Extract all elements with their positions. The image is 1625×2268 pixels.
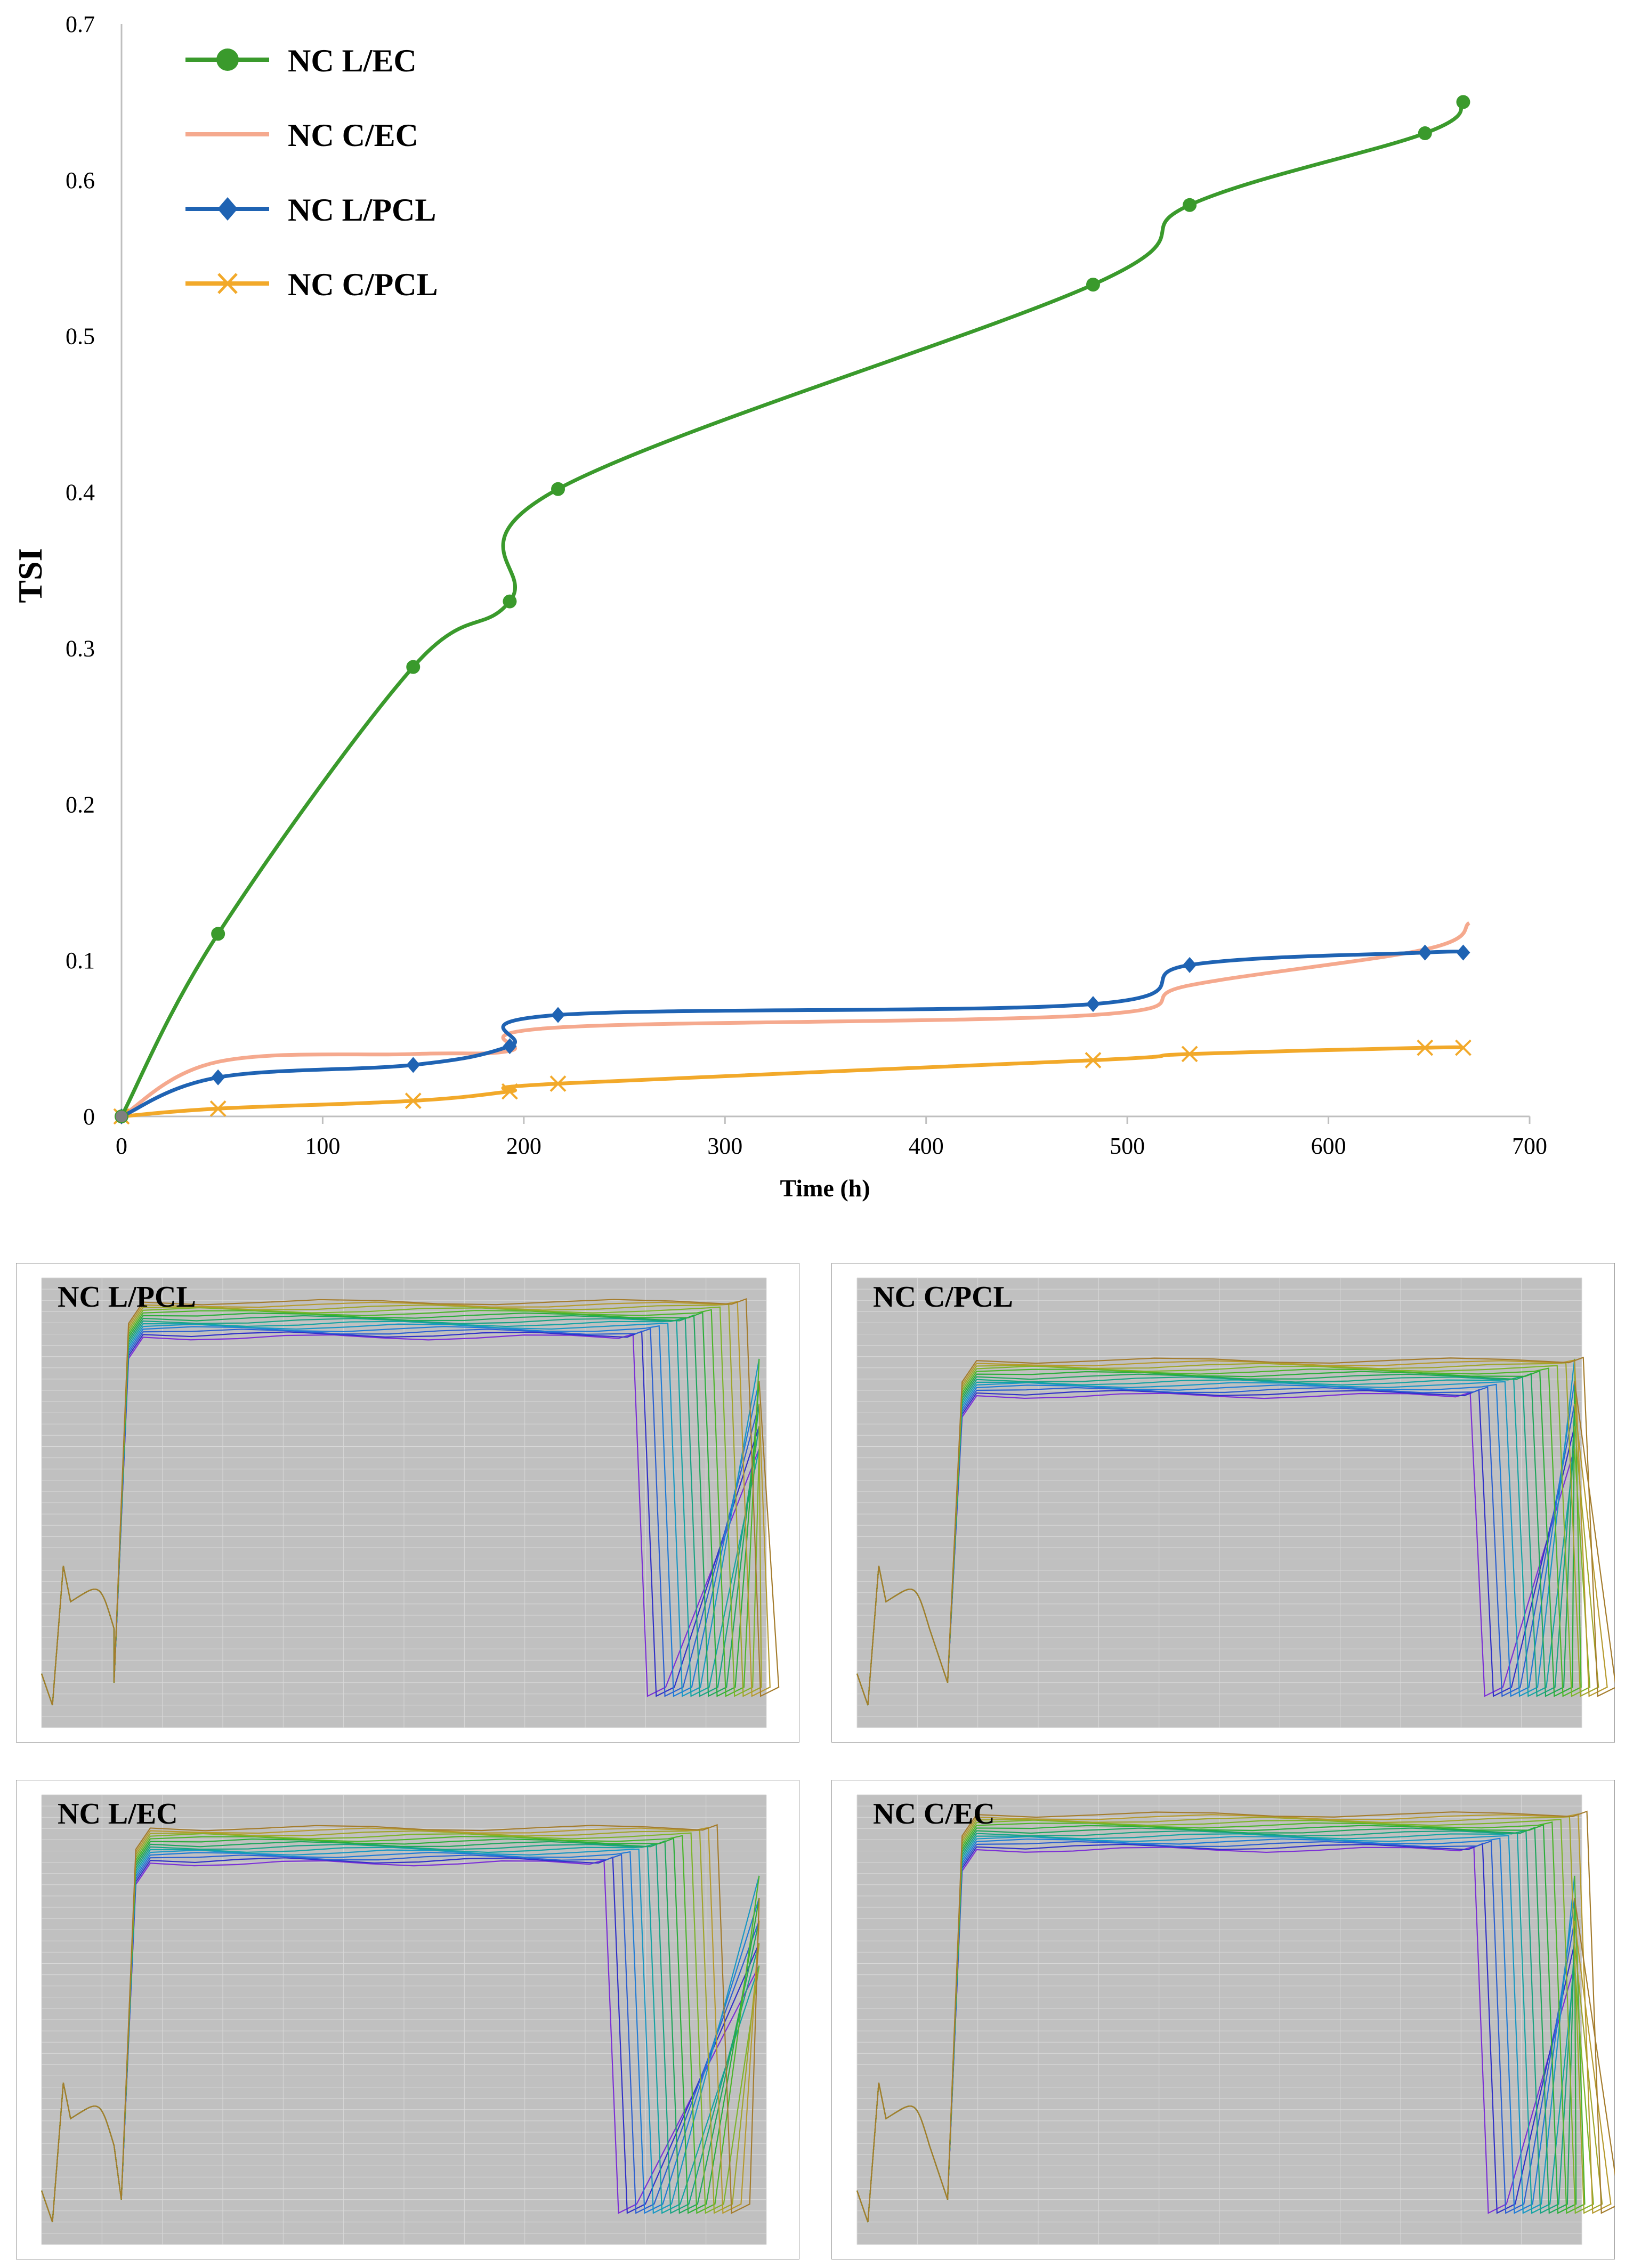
scan-line (41, 1298, 780, 1706)
y-tick-label: 0.4 (66, 480, 95, 506)
legend-marker (217, 273, 238, 294)
data-point (1417, 1039, 1434, 1056)
tsi-line-chart: 0 100 200 300 400 500 600 700 0 0.1 0.2 0.3 0.4 0.5 0.… (11, 11, 1547, 1202)
legend-marker (217, 197, 238, 221)
panel-title: NC L/EC (58, 1797, 178, 1830)
scan-lines (41, 1824, 760, 2223)
panel-nc-c-pcl: NC C/PCL (831, 1262, 1617, 1743)
x-tick-label: 0 (116, 1133, 127, 1159)
chart-axes (120, 24, 1530, 1117)
x-tick-label: 500 (1110, 1133, 1145, 1159)
panel-title: NC C/EC (873, 1797, 995, 1830)
data-point (1086, 278, 1100, 292)
series-line (119, 100, 1465, 1117)
x-axis-label: Time (h) (780, 1174, 870, 1202)
series-nc-l-ec (115, 95, 1470, 1123)
data-point (1456, 944, 1470, 961)
data-point (502, 1083, 518, 1100)
panel-title: NC L/PCL (58, 1281, 196, 1314)
data-point (1456, 95, 1470, 109)
data-point (405, 1092, 422, 1109)
x-tick-label: 200 (506, 1133, 541, 1159)
data-point (1418, 126, 1432, 140)
legend-label: NC C/PCL (288, 267, 438, 302)
origin-point (116, 1111, 127, 1122)
scan-lines (856, 1810, 1620, 2223)
legend-item: NC L/EC (185, 43, 417, 78)
data-point (1085, 1052, 1102, 1068)
scan-line (856, 1356, 1617, 1706)
y-tick-label: 0.3 (66, 635, 95, 661)
data-point (1086, 996, 1100, 1013)
x-tick-label: 400 (909, 1133, 944, 1159)
data-point (1183, 957, 1197, 973)
scan-lines (41, 1298, 780, 1706)
data-point (1183, 198, 1197, 212)
data-point (406, 660, 421, 674)
data-point (211, 927, 225, 941)
data-point (1418, 944, 1432, 961)
y-tick-label: 0.5 (66, 323, 95, 350)
data-point (1181, 1046, 1198, 1063)
legend-item: NC C/EC (185, 118, 418, 153)
panel-title: NC C/PCL (873, 1281, 1013, 1314)
x-tick-label: 300 (707, 1133, 742, 1159)
data-point (551, 1007, 565, 1023)
x-tick-label: 700 (1512, 1133, 1547, 1159)
y-axis-label: TSI (11, 548, 49, 603)
legend-label: NC C/EC (288, 118, 418, 153)
series-line (120, 921, 1470, 1119)
chart-legend: NC L/EC NC C/EC NC L/PCL NC C/PCL (185, 43, 438, 302)
legend-label: NC L/PCL (288, 192, 436, 228)
chart-series (113, 95, 1472, 1125)
y-tick-label: 0.7 (66, 11, 95, 37)
panel-nc-c-ec: NC C/EC (831, 1779, 1620, 2260)
series-nc-c-ec (120, 921, 1470, 1119)
data-point (503, 594, 517, 609)
y-tick-label: 0 (83, 1104, 95, 1130)
data-point (406, 1057, 421, 1073)
panel-nc-l-ec: NC L/EC (15, 1779, 800, 2260)
scan-lines (856, 1356, 1617, 1706)
panel-grid (856, 1794, 1582, 2245)
data-point (503, 1038, 517, 1055)
data-point (551, 482, 565, 496)
scan-line (41, 1824, 760, 2223)
legend-item: NC C/PCL (185, 267, 438, 302)
y-tick-label: 0.6 (66, 167, 95, 193)
panel-nc-l-pcl: NC L/PCL (15, 1262, 800, 1743)
data-point (549, 1075, 567, 1092)
y-tick-label: 0.1 (66, 947, 95, 974)
panel-grid (856, 1277, 1582, 1728)
x-tick-label: 600 (1311, 1133, 1346, 1159)
series-line (120, 950, 1464, 1119)
data-point (211, 1069, 225, 1086)
data-point (209, 1100, 227, 1117)
series-line (121, 1045, 1464, 1119)
legend-label: NC L/EC (288, 43, 417, 78)
y-tick-label: 0.2 (66, 791, 95, 817)
x-tick-label: 100 (305, 1133, 340, 1159)
panel-grid (41, 1794, 767, 2245)
legend-item: NC L/PCL (185, 192, 436, 228)
scan-line (856, 1810, 1620, 2223)
data-point (1455, 1039, 1472, 1056)
legend-marker (216, 48, 239, 71)
chart-ticks: 0 100 200 300 400 500 600 700 0 0.1 0.2 0.3 0.4 0.5 0.… (66, 11, 1547, 1159)
